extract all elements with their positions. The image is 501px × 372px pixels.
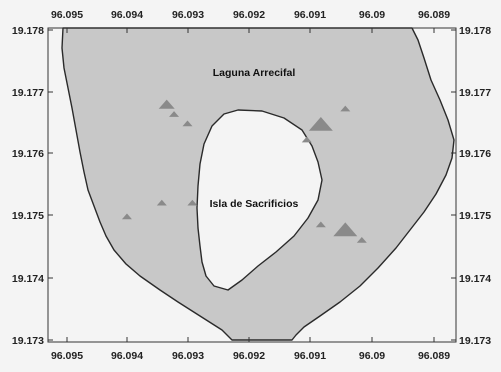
y-tick-label-right: 19.175 xyxy=(459,210,491,222)
y-tick-label-left: 19.176 xyxy=(12,148,44,160)
x-tick-label-bottom: 96.094 xyxy=(111,350,143,362)
y-tick-label-left: 19.173 xyxy=(12,335,44,347)
lagoon-label: Laguna Arrecifal xyxy=(213,67,296,79)
y-tick-label-left: 19.177 xyxy=(12,87,44,99)
sampling-point-marker xyxy=(308,116,333,131)
x-tick-label-bottom: 96.089 xyxy=(418,350,450,362)
sampling-point-marker xyxy=(301,136,312,143)
sampling-point-marker xyxy=(182,120,193,127)
x-tick-label-top: 96.095 xyxy=(51,9,83,21)
x-tick-label-bottom: 96.09 xyxy=(359,350,385,362)
axis-ticks xyxy=(48,28,456,342)
x-tick-label-top: 96.091 xyxy=(294,9,326,21)
x-tick-label-top: 96.089 xyxy=(418,9,450,21)
sampling-point-marker xyxy=(356,237,367,243)
y-tick-label-left: 19.174 xyxy=(12,273,44,285)
sampling-point-marker xyxy=(333,222,358,237)
map-frame xyxy=(47,27,457,343)
x-tick-label-top: 96.093 xyxy=(172,9,204,21)
axis-tick-labels: 96.095 96.095 96.094 96.094 96.093 96.093 96.0… xyxy=(12,9,491,362)
sampling-point-marker xyxy=(156,199,167,206)
y-tick-label-right: 19.177 xyxy=(459,87,491,99)
x-tick-label-bottom: 96.091 xyxy=(294,350,326,362)
sampling-point-marker xyxy=(121,213,132,220)
sampling-point-marker xyxy=(187,199,198,206)
y-tick-label-right: 19.176 xyxy=(459,148,491,160)
sampling-point-marker xyxy=(340,105,351,112)
y-tick-label-left: 19.175 xyxy=(12,210,44,222)
y-tick-label-right: 19.178 xyxy=(459,25,491,37)
x-tick-label-bottom: 96.095 xyxy=(51,350,83,362)
sampling-point-marker xyxy=(315,221,326,228)
y-tick-label-left: 19.178 xyxy=(12,25,44,37)
y-tick-label-right: 19.173 xyxy=(459,335,491,347)
sampling-point-marker xyxy=(158,99,175,109)
x-tick-label-bottom: 96.092 xyxy=(233,350,265,362)
y-tick-label-right: 19.174 xyxy=(459,273,491,285)
x-tick-label-top: 96.094 xyxy=(111,9,143,21)
island-sacrificios xyxy=(196,109,323,291)
island-label: Isla de Sacrificios xyxy=(210,198,299,210)
sampling-point-marker xyxy=(169,111,180,117)
x-tick-label-top: 96.09 xyxy=(359,9,385,21)
sampling-markers xyxy=(121,99,367,243)
x-tick-label-top: 96.092 xyxy=(233,9,265,21)
x-tick-label-bottom: 96.093 xyxy=(172,350,204,362)
